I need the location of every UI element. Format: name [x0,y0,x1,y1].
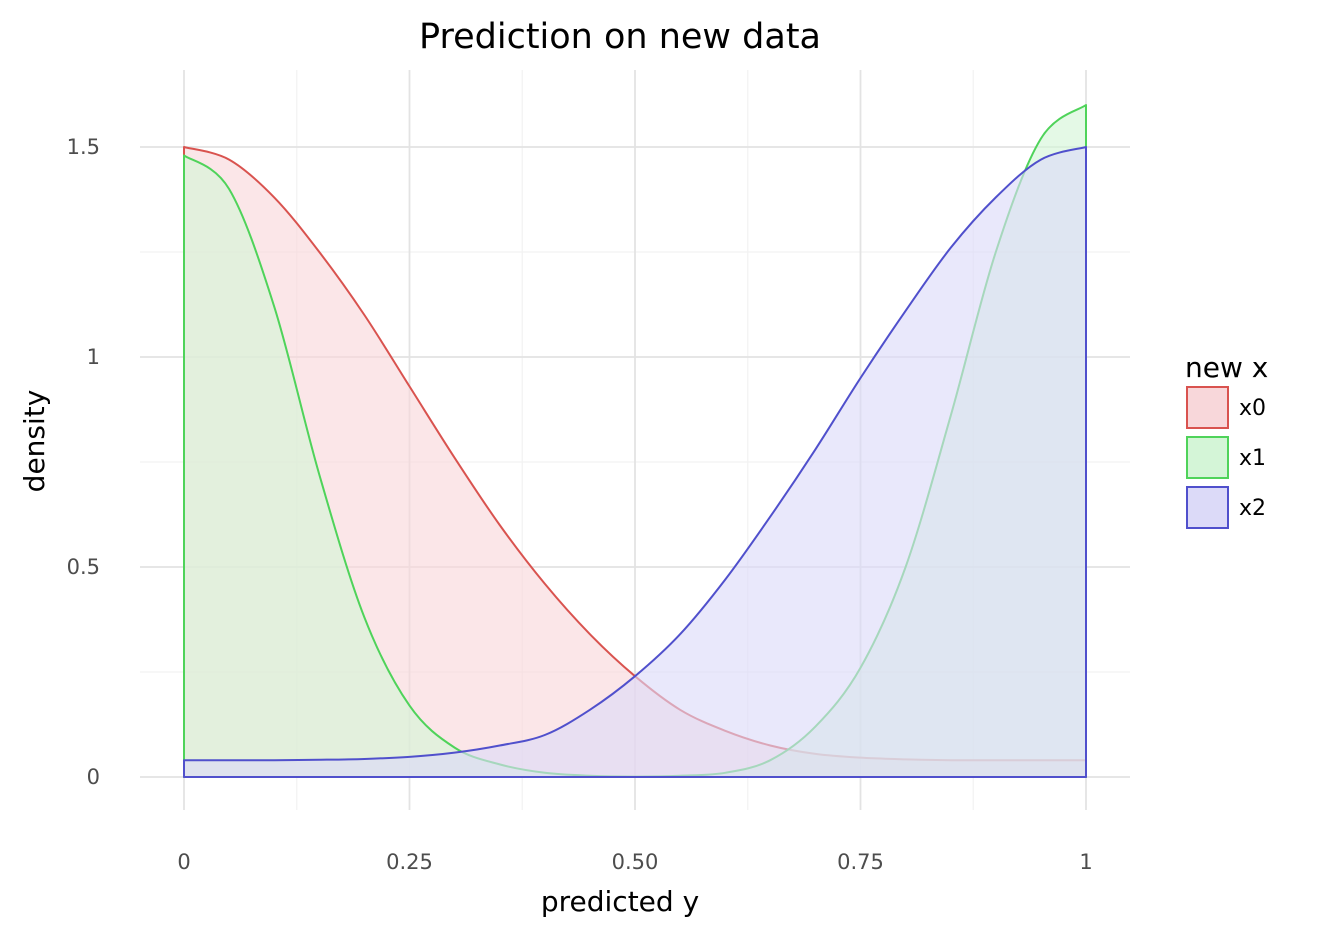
x-tick-label: 0.75 [837,850,884,874]
x-axis-title: predicted y [541,885,699,918]
y-axis-ticks: 0 0.5 1 1.5 [67,135,100,789]
y-tick-label: 0.5 [67,555,100,579]
x-tick-label: 0 [177,850,190,874]
y-tick-label: 1.5 [67,135,100,159]
legend-key-x1 [1186,436,1229,479]
series-x2-area [183,146,1087,778]
x-tick-label: 0.25 [386,850,433,874]
x-axis-ticks: 0 0.25 0.50 0.75 1 [177,850,1092,874]
legend-label-x1: x1 [1239,446,1266,471]
density-series [183,104,1087,778]
legend-label-x0: x0 [1239,396,1266,421]
x-tick-label: 1 [1079,850,1092,874]
legend-key-x0 [1186,386,1229,429]
legend-title: new x [1185,351,1268,384]
legend: new x x0 x1 x2 [1185,351,1268,529]
chart-title: Prediction on new data [419,17,821,57]
y-tick-label: 1 [87,345,100,369]
x-tick-label: 0.50 [612,850,659,874]
legend-key-x2 [1186,486,1229,529]
y-axis-title: density [18,390,51,493]
legend-label-x2: x2 [1239,496,1266,521]
y-tick-label: 0 [87,765,100,789]
